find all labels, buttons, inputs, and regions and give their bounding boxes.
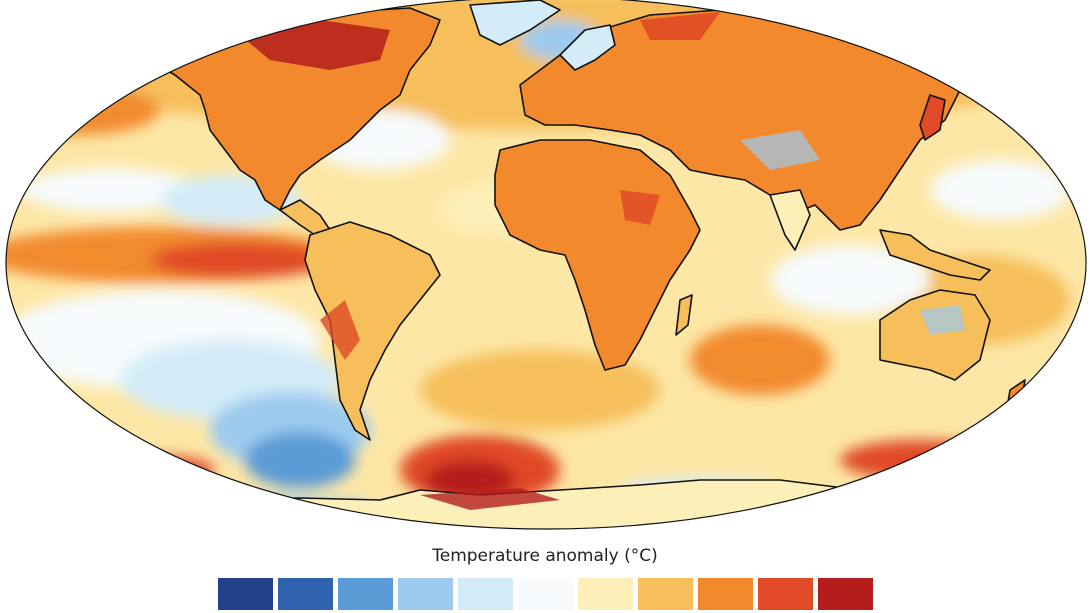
- continent-japan: [919, 94, 946, 141]
- legend-swatch: [698, 578, 753, 610]
- australia-cool: [920, 305, 965, 335]
- antarctica-hotspot: [420, 488, 560, 510]
- continent-india: [769, 189, 811, 251]
- legend-swatch: [638, 578, 693, 610]
- continent-scandinavia: [559, 24, 616, 71]
- legend-swatch: [758, 578, 813, 610]
- continent-australia: [879, 289, 991, 381]
- tibet-cool: [740, 130, 820, 170]
- temperature-anomaly-world-map: [5, 0, 1087, 530]
- legend-swatch: [338, 578, 393, 610]
- legend-swatch: [818, 578, 873, 610]
- map-globe: [6, 0, 1086, 529]
- legend-title: Temperature anomaly (°C): [432, 546, 658, 566]
- legend-swatch: [578, 578, 633, 610]
- continent-madagascar: [675, 294, 693, 336]
- legend-swatch: [218, 578, 273, 610]
- continent-se-asia: [879, 229, 991, 281]
- legend-swatch: [278, 578, 333, 610]
- legend-swatch: [518, 578, 573, 610]
- legend-swatch: [398, 578, 453, 610]
- east-africa-hotspot: [620, 190, 660, 225]
- siberia-hotspot: [640, 12, 720, 40]
- legend-swatch: [458, 578, 513, 610]
- globe-outline: [5, 0, 1087, 530]
- legend-colorbar: [218, 578, 873, 610]
- continent-greenland: [469, 0, 561, 46]
- andes-hotspot: [320, 300, 360, 360]
- antarctica-cool: [180, 500, 300, 525]
